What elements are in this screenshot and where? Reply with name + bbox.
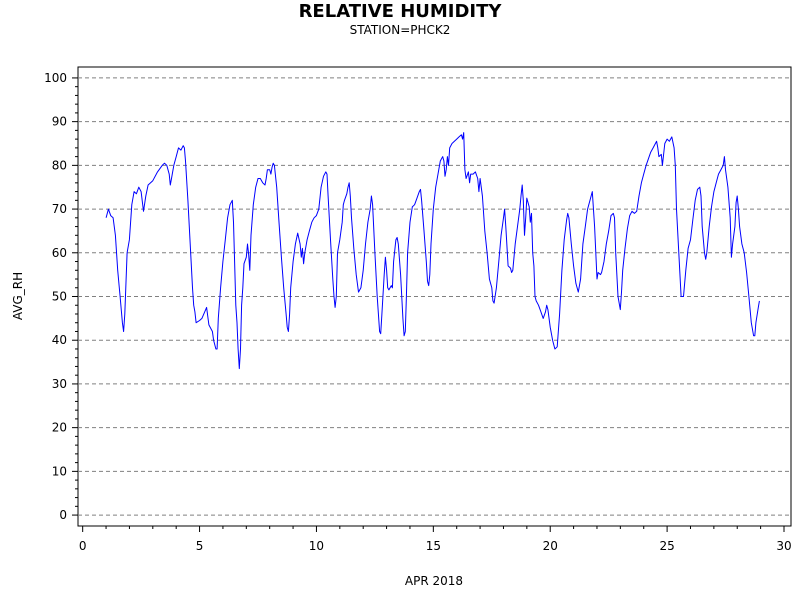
chart-subtitle: STATION=PHCK2 — [349, 23, 451, 37]
y-tick-label: 80 — [52, 158, 67, 172]
x-tick-label: 0 — [79, 539, 87, 553]
x-tick-label: 5 — [196, 539, 204, 553]
y-tick-label: 20 — [52, 421, 67, 435]
x-tick-label: 20 — [543, 539, 558, 553]
chart-title: RELATIVE HUMIDITY — [298, 1, 502, 22]
x-tick-label: 15 — [426, 539, 441, 553]
gridlines — [78, 77, 791, 516]
y-tick-label: 100 — [44, 71, 67, 85]
y-tick-label: 10 — [52, 464, 67, 478]
y-tick-label: 40 — [52, 333, 67, 347]
y-tick-label: 60 — [52, 246, 67, 260]
y-tick-label: 0 — [59, 508, 67, 522]
x-tick-label: 25 — [659, 539, 674, 553]
series-group — [105, 132, 760, 370]
y-tick-label: 90 — [52, 115, 67, 129]
y-axis: 0 10 20 30 40 50 60 70 80 90 100 — [44, 71, 78, 522]
x-axis-title: APR 2018 — [405, 574, 463, 588]
y-tick-label: 30 — [52, 377, 67, 391]
x-tick-label: 10 — [309, 539, 324, 553]
y-tick-label: 70 — [52, 202, 67, 216]
y-axis-title: AVG_RH — [11, 272, 25, 320]
x-tick-label: 30 — [776, 539, 791, 553]
x-axis: 0 5 10 15 20 25 30 — [79, 526, 792, 553]
series-line-avg-rh — [105, 132, 760, 370]
y-tick-label: 50 — [52, 290, 67, 304]
